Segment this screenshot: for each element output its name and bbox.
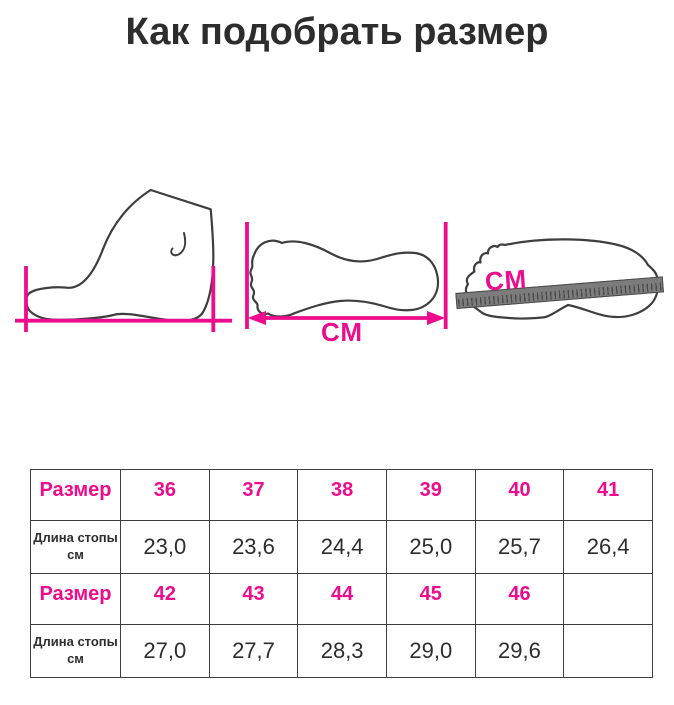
size-cell: 45 [385, 573, 476, 625]
row-header-length-line2: см [67, 651, 84, 666]
length-cell: 27,0 [120, 624, 210, 678]
length-cell: 26,4 [563, 520, 653, 574]
row-header-length-line1: Длина стопы [33, 634, 118, 650]
sole-cm-label: СМ [320, 317, 364, 347]
row-header-length-line1: Длина стопы [33, 530, 118, 546]
foot-side-outline [25, 188, 215, 323]
size-cell [563, 573, 653, 625]
length-cell [563, 624, 653, 678]
foot-sole-outline [249, 239, 440, 318]
row-header-length: Длина стопы см [30, 624, 121, 678]
length-cell: 25,0 [385, 520, 476, 574]
size-cell: 46 [474, 573, 565, 625]
arrow-head-right [427, 311, 446, 325]
size-cell: 40 [474, 469, 565, 521]
foot-side-illustration [15, 188, 232, 332]
row-header-length-line2: см [67, 547, 84, 562]
size-cell: 43 [208, 573, 299, 625]
size-table: Размер 36 37 38 39 40 41 Длина стопы см … [30, 469, 653, 678]
size-cell: 44 [297, 573, 387, 625]
size-cell: 41 [563, 469, 653, 521]
length-cell: 23,0 [120, 520, 210, 574]
length-cell: 29,6 [474, 624, 565, 678]
size-cell: 42 [120, 573, 210, 625]
size-cell: 37 [208, 469, 299, 521]
table-row-sizes-1: Размер 36 37 38 39 40 41 [30, 469, 653, 521]
ruler-cm-label: СМ [484, 263, 529, 297]
arrow-head-left [247, 311, 266, 325]
foot-sole-illustration [245, 222, 448, 329]
length-cell: 23,6 [208, 520, 299, 574]
length-cell: 25,7 [474, 520, 565, 574]
size-cell: 36 [120, 469, 210, 521]
length-cell: 24,4 [297, 520, 387, 574]
ankle-mark [170, 232, 187, 257]
length-cell: 28,3 [297, 624, 387, 678]
row-header-length: Длина стопы см [30, 520, 121, 574]
size-cell: 39 [385, 469, 476, 521]
table-row-lengths-2: Длина стопы см 27,0 27,7 28,3 29,0 29,6 [30, 624, 653, 678]
table-row-sizes-2: Размер 42 43 44 45 46 [30, 573, 653, 625]
row-header-size: Размер [30, 573, 121, 625]
row-header-size: Размер [30, 469, 121, 521]
size-cell: 38 [297, 469, 387, 521]
page-title: Как подобрать размер [125, 11, 549, 53]
length-cell: 27,7 [208, 624, 299, 678]
table-row-lengths-1: Длина стопы см 23,0 23,6 24,4 25,0 25,7 … [30, 520, 653, 574]
measurement-figures: СМ СМ [15, 188, 664, 347]
length-cell: 29,0 [385, 624, 476, 678]
